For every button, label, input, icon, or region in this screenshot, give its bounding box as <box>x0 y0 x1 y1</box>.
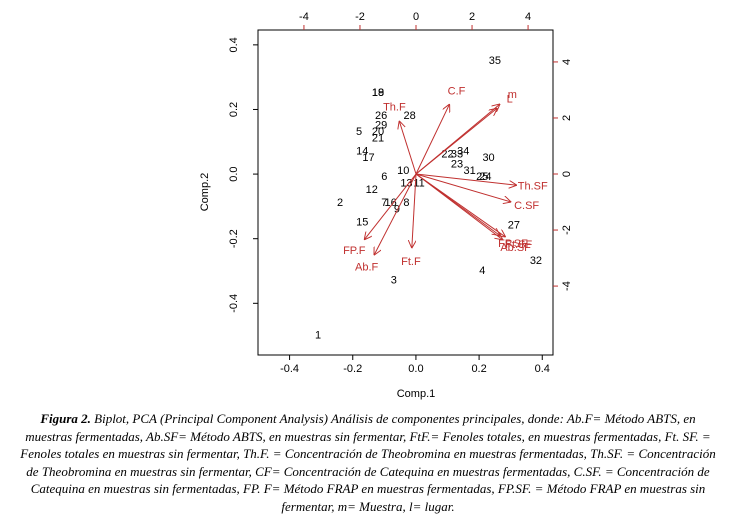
x-axis-label: Comp.1 <box>397 388 436 400</box>
observation-label: 25 <box>476 171 488 183</box>
observation-label: 33 <box>451 149 463 161</box>
x-tick-label: -0.2 <box>343 363 362 375</box>
loading-arrow <box>415 173 500 236</box>
loading-arrow <box>374 173 417 255</box>
observation-label: 2 <box>337 197 343 209</box>
observation-label: 17 <box>362 152 374 164</box>
x-tick-label: 0.0 <box>408 363 423 375</box>
loading-label: Th.F <box>383 101 406 113</box>
observation-label: 6 <box>381 171 387 183</box>
observation-label: 21 <box>372 132 384 144</box>
x2-tick-label: 0 <box>413 11 419 23</box>
loading-label: FP.F <box>343 245 366 257</box>
observation-label: 35 <box>489 55 501 67</box>
y-tick-label: 0.4 <box>228 37 240 52</box>
loading-label: Ab.F <box>355 262 379 274</box>
y2-tick-label: -2 <box>561 225 573 235</box>
chart: Comp.1 Comp.2 -0.4 -0.2 0.0 0.2 0.4 -0.4 -0.2 0… <box>199 11 573 400</box>
caption: Figura 2. Biplot, PCA (Principal Compone… <box>16 410 720 515</box>
caption-label: Figura 2. <box>40 411 91 426</box>
observation-label: 23 <box>451 158 463 170</box>
loading-label: Ft.F <box>401 256 421 268</box>
observation-label: 5 <box>356 126 362 138</box>
observation-label: 34 <box>457 145 469 157</box>
loading-label: Ft.SF <box>505 239 532 251</box>
loading-arrow <box>399 121 417 175</box>
observation-label: 20 <box>372 126 384 138</box>
observation-label: 30 <box>482 152 494 164</box>
caption-text: Biplot, PCA (Principal Component Analysi… <box>20 411 716 514</box>
plot-frame <box>257 29 554 356</box>
loading-label: FP.SF <box>498 238 528 250</box>
loading-arrow <box>415 108 497 175</box>
y2-tick-label: 4 <box>561 59 573 65</box>
loading-label: Ab.SF <box>500 242 531 254</box>
x-tick-label: 0.4 <box>535 363 550 375</box>
loading-label: Th.SF <box>518 181 548 193</box>
loading-arrow <box>415 173 511 202</box>
x2-tick-label: 4 <box>525 11 531 23</box>
observation-label: 29 <box>375 120 387 132</box>
y2-tick-label: -4 <box>561 281 573 291</box>
loading-arrow <box>415 173 517 185</box>
y-tick-label: 0.2 <box>228 102 240 117</box>
y-tick-label: -0.2 <box>228 229 240 248</box>
observation-label: 10 <box>397 165 409 177</box>
loading-arrow <box>364 173 417 240</box>
observation-label: 24 <box>479 171 491 183</box>
observation-label: 22 <box>441 149 453 161</box>
x2-tick-label: 2 <box>469 11 475 23</box>
observation-label: 31 <box>463 165 475 177</box>
observation-label: 1 <box>315 330 321 342</box>
observation-label: 14 <box>356 145 368 157</box>
y-axis-label: Comp.2 <box>199 173 211 212</box>
y2-tick-label: 0 <box>561 171 573 177</box>
x2-tick-label: -4 <box>299 11 309 23</box>
loading-arrow <box>415 104 450 175</box>
observation-label: 18 <box>372 87 384 99</box>
x-tick-label: -0.4 <box>280 363 299 375</box>
loading-label: L <box>507 93 513 105</box>
observation-label: 15 <box>356 216 368 228</box>
observation-label: 3 <box>391 275 397 287</box>
loading-label: C.F <box>448 85 466 97</box>
observation-label: 28 <box>403 110 415 122</box>
x2-tick-label: -2 <box>355 11 365 23</box>
loading-arrow <box>412 173 417 248</box>
observation-label: 32 <box>530 255 542 267</box>
observation-label: 8 <box>403 197 409 209</box>
observation-label: 27 <box>508 220 520 232</box>
observation-label: 4 <box>479 265 485 277</box>
y2-tick-label: 2 <box>561 115 573 121</box>
loading-label: m <box>508 89 517 101</box>
observation-label: 26 <box>375 110 387 122</box>
x-tick-label: 0.2 <box>471 363 486 375</box>
observation-label: 16 <box>385 197 397 209</box>
observation-label: 19 <box>372 87 384 99</box>
observation-label: 11 <box>413 178 424 190</box>
y-tick-label: 0.0 <box>228 166 240 181</box>
observation-label: 12 <box>366 184 378 196</box>
observation-label: 9 <box>394 204 400 216</box>
loading-label: C.SF <box>514 200 539 212</box>
y-tick-label: -0.4 <box>228 294 240 313</box>
observation-label: 7 <box>381 197 387 209</box>
